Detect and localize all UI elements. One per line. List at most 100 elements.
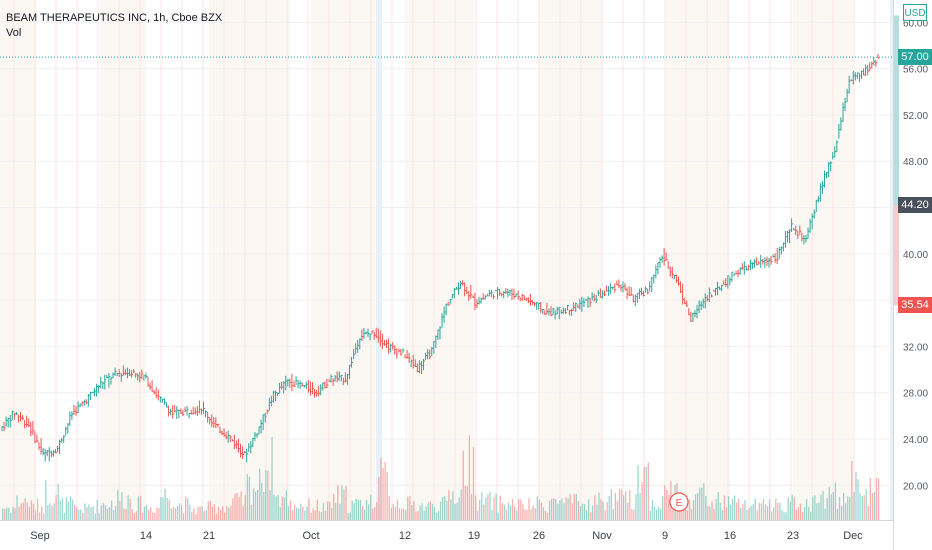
volume-bar — [273, 494, 275, 520]
volume-bar — [110, 500, 113, 520]
earnings-label: E — [676, 498, 683, 509]
volume-bar — [651, 500, 654, 520]
price-axis[interactable]: 20.0024.0028.0032.0036.0040.0044.0048.00… — [893, 0, 932, 550]
volume-bar — [444, 496, 446, 520]
volume-bar — [164, 488, 166, 520]
earnings-marker[interactable]: E — [669, 492, 689, 512]
volume-bar — [653, 506, 656, 520]
volume-bar — [612, 508, 614, 520]
volume-bar — [131, 509, 133, 520]
volume-bar — [791, 494, 793, 520]
volume-bar — [355, 498, 357, 520]
volume-bar — [115, 506, 117, 520]
volume-bar — [306, 506, 308, 520]
volume-bar — [666, 490, 668, 520]
volume-bar — [405, 509, 407, 520]
time-band — [405, 0, 474, 520]
time-band — [311, 0, 375, 520]
volume-bar — [330, 508, 333, 520]
volume-bar — [277, 494, 279, 520]
volume-bar — [867, 505, 869, 520]
volume-bar — [664, 485, 666, 520]
volume-bar — [224, 512, 226, 520]
volume-label[interactable]: Vol — [6, 27, 22, 39]
volume-bar — [594, 495, 596, 520]
volume-bar — [803, 507, 806, 520]
volume-bar — [614, 492, 617, 520]
volume-bar — [501, 502, 503, 520]
volume-bar — [174, 507, 177, 520]
volume-bar — [801, 512, 804, 520]
volume-bar — [314, 510, 316, 520]
volume-bar — [168, 500, 170, 520]
volume-bar — [641, 481, 643, 520]
range-bar-down — [894, 205, 899, 306]
volume-bar — [563, 503, 565, 520]
volume-bar — [363, 509, 366, 520]
time-axis[interactable]: Sep 14 21 Oct 12 19 26 Nov 9 16 23 Dec — [0, 520, 893, 543]
volume-bar — [557, 503, 559, 520]
volume-bar — [635, 494, 637, 520]
volume-bar — [746, 510, 748, 520]
volume-bar — [8, 507, 10, 520]
volume-bar — [86, 507, 88, 520]
volume-bar — [246, 474, 248, 520]
volume-bar — [847, 496, 849, 520]
volume-bar — [536, 496, 538, 520]
volume-bar — [581, 503, 584, 520]
volume-bar — [799, 503, 802, 520]
volume-bar — [606, 502, 608, 520]
volume-bar — [836, 508, 839, 520]
volume-bar — [137, 496, 140, 520]
volume-bar — [18, 506, 20, 520]
volume-bar — [152, 512, 154, 520]
volume-bar — [832, 491, 835, 520]
volume-bar — [359, 499, 362, 520]
volume-bar — [729, 504, 732, 520]
volume-bar — [830, 494, 832, 520]
volume-bar — [627, 502, 629, 520]
volume-bar — [248, 476, 251, 520]
volume-bar — [100, 505, 102, 520]
volume-bar — [559, 500, 561, 520]
x-tick-label: Oct — [302, 530, 319, 542]
volume-bar — [259, 468, 261, 520]
volume-bar — [505, 509, 508, 520]
volume-bar — [67, 501, 70, 520]
volume-bar — [616, 500, 619, 520]
volume-bar — [145, 505, 148, 520]
volume-bar — [324, 510, 327, 520]
volume-bar — [34, 510, 37, 520]
volume-bar — [810, 511, 812, 520]
volume-bar — [795, 509, 797, 520]
volume-bar — [254, 491, 257, 520]
volume-bar — [402, 508, 405, 520]
volume-bar — [256, 489, 259, 520]
volume-bar — [119, 501, 121, 520]
y-tick-label: 56.00 — [903, 65, 928, 76]
volume-bar — [487, 494, 489, 520]
volume-bar — [61, 497, 63, 520]
volume-bar — [287, 506, 290, 520]
volume-bar — [857, 479, 859, 520]
volume-bar — [555, 499, 557, 520]
volume-bar — [518, 499, 520, 520]
x-tick-label: 23 — [787, 530, 799, 542]
volume-bar — [291, 510, 294, 520]
volume-bar — [368, 504, 370, 520]
volume-bar — [655, 509, 658, 520]
volume-bar — [577, 500, 580, 520]
currency-button[interactable]: USD — [903, 4, 927, 21]
volume-bar — [822, 490, 824, 520]
volume-bar — [343, 489, 345, 520]
symbol-title[interactable]: BEAM THERAPEUTICS INC, 1h, Cboe BZX — [6, 12, 223, 24]
time-band — [539, 0, 602, 520]
volume-bar — [217, 506, 220, 520]
volume-bar — [715, 499, 717, 520]
volume-bar — [491, 510, 493, 520]
volume-bar — [2, 508, 4, 520]
volume-bar — [579, 506, 582, 520]
volume-bar — [238, 497, 240, 520]
session-band — [376, 0, 382, 520]
